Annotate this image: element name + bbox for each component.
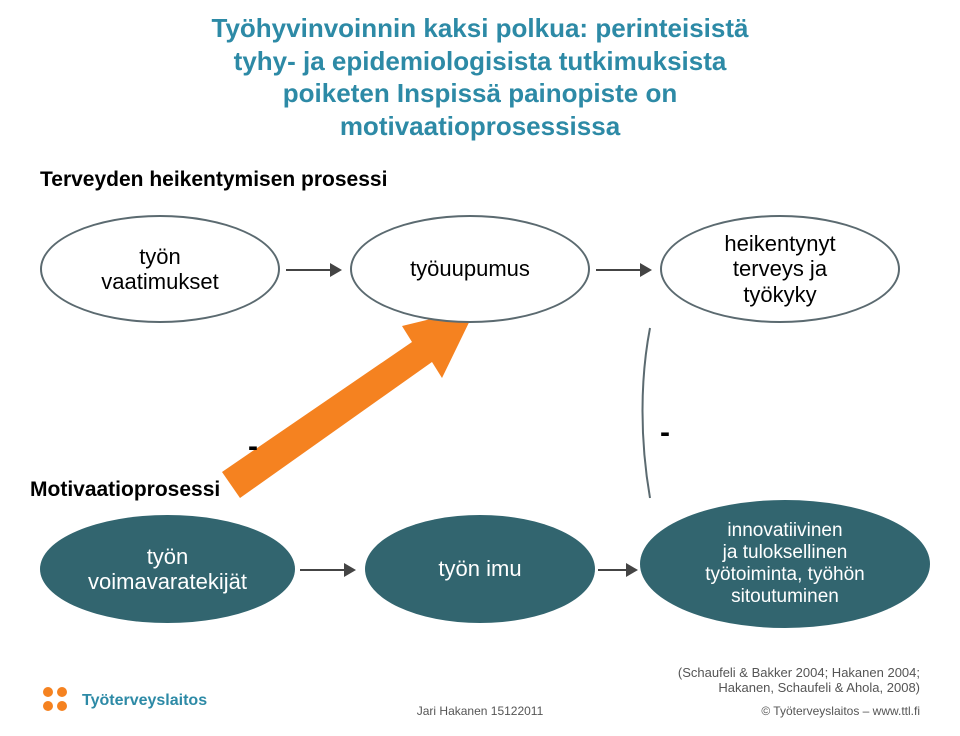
diagonal-orange-arrow	[222, 308, 476, 498]
arrow-e2-e3	[596, 263, 652, 277]
arrow-head-icon	[344, 563, 356, 577]
minus-sign-right: -	[660, 416, 670, 450]
copyright-text: © Työterveyslaitos – www.ttl.fi	[761, 704, 920, 718]
arrow-e4-e5	[300, 563, 356, 577]
ellipse-tyon-imu: työn imu	[365, 515, 595, 623]
ellipse-innovatiivinen: innovatiivinen ja tuloksellinen työtoimi…	[640, 500, 930, 628]
arrow-head-icon	[330, 263, 342, 277]
arrow-shaft	[598, 569, 628, 571]
presenter-text: Jari Hakanen 15122011	[417, 704, 544, 718]
arrow-head-icon	[626, 563, 638, 577]
arrow-shaft	[286, 269, 332, 271]
process1-subtitle: Terveyden heikentymisen prosessi	[40, 168, 387, 192]
ellipse-tyon-vaatimukset: työn vaatimukset	[40, 215, 280, 323]
arrow-e5-e6	[598, 563, 638, 577]
ellipse-heikentynyt-terveys: heikentynyt terveys ja työkyky	[660, 215, 900, 323]
process2-subtitle: Motivaatioprosessi	[30, 478, 220, 502]
arrow-shaft	[596, 269, 642, 271]
curve-e3-to-e6	[643, 328, 651, 498]
ellipse-tyon-voimavaratekijat: työn voimavaratekijät	[40, 515, 295, 623]
ellipse-tyouupumus: työuupumus	[350, 215, 590, 323]
minus-sign-left: -	[248, 430, 258, 464]
arrow-e1-e2	[286, 263, 342, 277]
slide-title: Työhyvinvoinnin kaksi polkua: perinteisi…	[40, 12, 920, 142]
logo-text: Työterveyslaitos	[82, 692, 207, 710]
logo: Työterveyslaitos	[40, 684, 207, 718]
arrow-shaft	[300, 569, 346, 571]
arrow-head-icon	[640, 263, 652, 277]
logo-icon	[40, 684, 74, 718]
citation-text: (Schaufeli & Bakker 2004; Hakanen 2004; …	[678, 665, 920, 696]
footer: Työterveyslaitos (Schaufeli & Bakker 200…	[0, 666, 960, 726]
